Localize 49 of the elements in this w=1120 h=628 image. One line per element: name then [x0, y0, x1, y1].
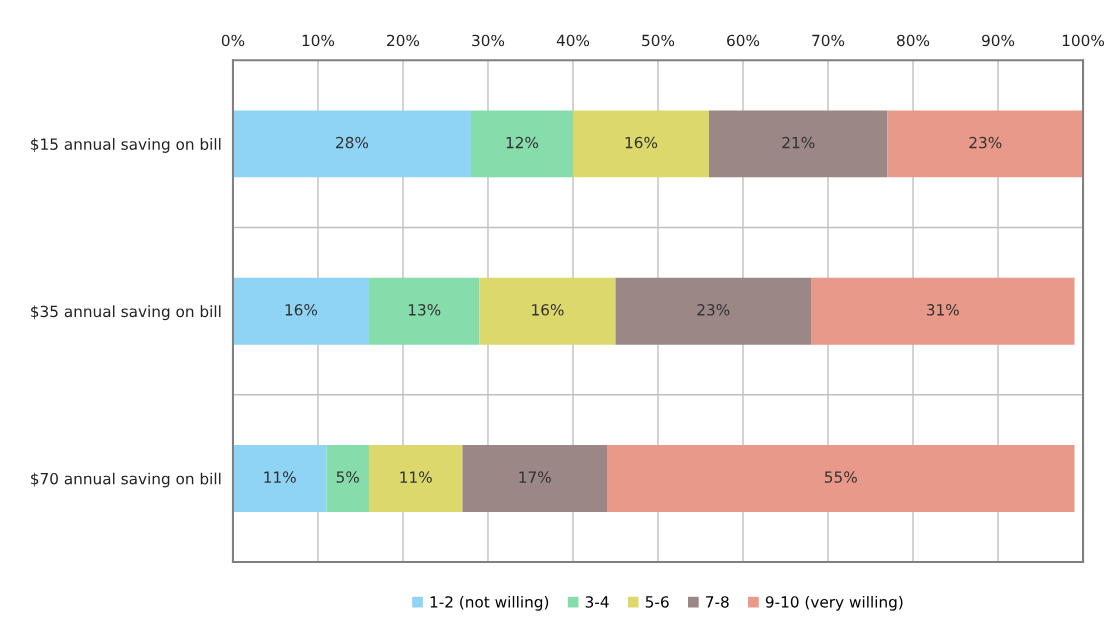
- x-tick-label: 100%: [1062, 34, 1105, 47]
- legend-label: 5-6: [645, 596, 669, 608]
- y-tick-label: $70 annual saving on bill: [31, 472, 221, 488]
- data-label: 55%: [824, 471, 857, 483]
- data-label: 28%: [336, 136, 369, 149]
- y-tick-label: $35 annual saving on bill: [31, 305, 221, 321]
- data-label: 13%: [408, 304, 441, 316]
- data-label: 11%: [400, 471, 432, 483]
- bar: [232, 444, 327, 512]
- x-tick-label: 50%: [642, 34, 675, 47]
- x-tick-label: 90%: [982, 34, 1015, 47]
- bar: [709, 110, 888, 178]
- data-label: 23%: [969, 136, 1002, 149]
- data-label: 16%: [285, 304, 318, 316]
- y-tick-label: $15 annual saving on bill: [31, 138, 221, 153]
- bar: [887, 110, 1084, 178]
- x-tick-label: 30%: [472, 34, 505, 47]
- bar: [368, 444, 463, 512]
- bar: [607, 444, 1075, 512]
- legend-label: 7-8: [706, 596, 729, 608]
- bar: [462, 444, 607, 512]
- data-label: 12%: [506, 136, 539, 149]
- legend-label: 1-2 (not willing): [430, 595, 549, 611]
- bar: [572, 110, 709, 178]
- data-label: 16%: [625, 136, 658, 149]
- data-label: 5%: [336, 471, 359, 483]
- bar: [232, 277, 369, 345]
- x-tick-label: 10%: [302, 34, 335, 47]
- x-tick-label: 0%: [221, 34, 245, 47]
- x-tick-label: 60%: [727, 34, 760, 47]
- bar: [615, 277, 812, 345]
- data-label: 11%: [264, 471, 296, 483]
- bar: [232, 110, 471, 178]
- data-label: 31%: [926, 304, 959, 316]
- data-label: 21%: [782, 136, 815, 149]
- x-tick-label: 20%: [387, 34, 420, 47]
- data-label: 17%: [519, 471, 551, 483]
- bar: [479, 277, 616, 345]
- bar: [326, 444, 369, 512]
- x-tick-label: 80%: [897, 34, 930, 47]
- bar: [470, 110, 573, 178]
- x-tick-label: 40%: [556, 34, 590, 47]
- data-label: 16%: [532, 304, 564, 316]
- legend-label: 3-4: [585, 596, 609, 608]
- bar: [368, 277, 480, 345]
- data-label: 23%: [697, 304, 730, 316]
- bar: [811, 277, 1075, 345]
- legend-label: 9-10 (very willing): [765, 595, 903, 611]
- x-tick-label: 70%: [812, 34, 845, 47]
